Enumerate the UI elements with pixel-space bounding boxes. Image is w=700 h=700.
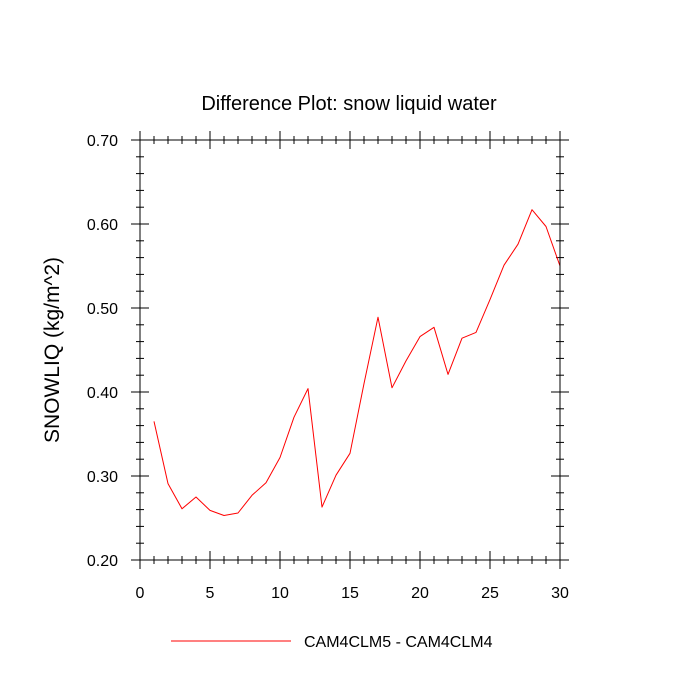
minor-ticks: [136, 136, 564, 564]
y-tick-label: 0.30: [87, 469, 118, 486]
y-tick-labels: 0.20 0.30 0.40 0.50 0.60 0.70: [87, 133, 118, 570]
major-ticks: [131, 131, 569, 569]
y-tick-label: 0.50: [87, 301, 118, 318]
x-tick-label: 20: [411, 585, 429, 602]
x-tick-labels: 0 5 10 15 20 25 30: [136, 585, 569, 602]
y-tick-label: 0.40: [87, 385, 118, 402]
x-tick-label: 30: [551, 585, 569, 602]
y-tick-label: 0.60: [87, 217, 118, 234]
x-tick-label: 25: [481, 585, 499, 602]
x-tick-label: 10: [271, 585, 289, 602]
x-tick-label: 15: [341, 585, 359, 602]
series-layer: [153, 209, 561, 516]
x-tick-label: 5: [206, 585, 215, 602]
series-line: [153, 209, 561, 516]
x-tick-label: 0: [136, 585, 145, 602]
legend-label: CAM4CLM5 - CAM4CLM4: [304, 634, 493, 651]
chart-title: Difference Plot: snow liquid water: [201, 93, 497, 115]
y-axis-label: SNOWLIQ (kg/m^2): [41, 257, 64, 443]
legend: CAM4CLM5 - CAM4CLM4: [171, 634, 493, 651]
y-tick-label: 0.70: [87, 133, 118, 150]
plot-frame: [139, 139, 561, 561]
y-tick-label: 0.20: [87, 553, 118, 570]
